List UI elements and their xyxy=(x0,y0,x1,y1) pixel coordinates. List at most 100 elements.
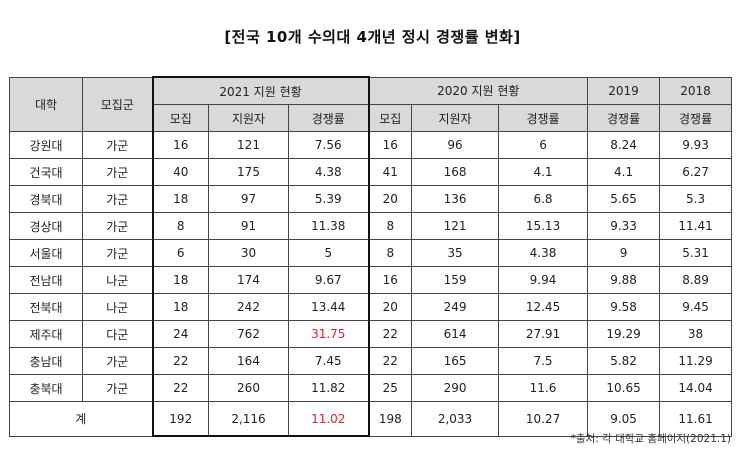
cell-2021-ratio: 11.82 xyxy=(287,374,370,402)
cell-university: 충북대 xyxy=(9,374,83,402)
header-2020: 2020 지원 현황 xyxy=(368,76,589,105)
cell-university: 강원대 xyxy=(9,131,83,159)
cell-university: 전남대 xyxy=(9,266,83,294)
cell-2021-quota: 8 xyxy=(151,212,209,240)
cell-2020-applicants: 136 xyxy=(411,185,500,213)
cell-2019-ratio: 8.24 xyxy=(587,131,661,159)
total-2020-applicants: 2,033 xyxy=(411,401,500,437)
cell-2020-ratio: 6 xyxy=(498,131,589,159)
cell-2018-ratio: 6.27 xyxy=(659,158,733,186)
header-2020-ratio: 경쟁률 xyxy=(498,104,589,132)
cell-university: 충남대 xyxy=(9,347,83,375)
cell-2021-ratio: 31.75 xyxy=(287,320,370,348)
source-note: *출처: 각 대학교 홈페이지(2021.1) xyxy=(570,433,731,445)
cell-2021-applicants: 242 xyxy=(208,293,289,321)
cell-2020-ratio: 6.8 xyxy=(498,185,589,213)
cell-2020-applicants: 249 xyxy=(411,293,500,321)
cell-2021-applicants: 121 xyxy=(208,131,289,159)
header-2018-ratio: 경쟁률 xyxy=(659,104,733,132)
table-row: 경상대 가군 8 91 11.38 8 121 15.13 9.33 11.41 xyxy=(9,212,733,240)
header-2021-quota: 모집 xyxy=(151,104,209,132)
header-group: 모집군 xyxy=(82,76,153,132)
cell-2020-applicants: 121 xyxy=(411,212,500,240)
total-2018-ratio: 11.61 xyxy=(659,401,733,437)
table-row: 서울대 가군 6 30 5 8 35 4.38 9 5.31 xyxy=(9,239,733,267)
cell-2020-ratio: 4.38 xyxy=(498,239,589,267)
cell-2018-ratio: 11.41 xyxy=(659,212,733,240)
header-2021-applicants: 지원자 xyxy=(208,104,289,132)
cell-2018-ratio: 5.31 xyxy=(659,239,733,267)
total-2020-ratio: 10.27 xyxy=(498,401,589,437)
cell-group: 가군 xyxy=(82,347,153,375)
table-row: 충남대 가군 22 164 7.45 22 165 7.5 5.82 11.29 xyxy=(9,347,733,375)
cell-2021-ratio: 13.44 xyxy=(287,293,370,321)
total-2021-ratio: 11.02 xyxy=(287,401,370,437)
cell-2019-ratio: 5.65 xyxy=(587,185,661,213)
cell-2021-applicants: 175 xyxy=(208,158,289,186)
header-row-1: 대학 모집군 2021 지원 현황 2020 지원 현황 2019 2018 xyxy=(9,76,733,132)
cell-2020-applicants: 35 xyxy=(411,239,500,267)
table-row: 전북대 나군 18 242 13.44 20 249 12.45 9.58 9.45 xyxy=(9,293,733,321)
cell-2020-ratio: 12.45 xyxy=(498,293,589,321)
cell-2018-ratio: 14.04 xyxy=(659,374,733,402)
header-2019: 2019 xyxy=(587,76,661,105)
cell-2021-quota: 24 xyxy=(151,320,209,348)
cell-2019-ratio: 9.33 xyxy=(587,212,661,240)
cell-group: 가군 xyxy=(82,374,153,402)
cell-2019-ratio: 5.82 xyxy=(587,347,661,375)
total-2021-applicants: 2,116 xyxy=(208,401,289,437)
cell-2019-ratio: 19.29 xyxy=(587,320,661,348)
cell-2018-ratio: 9.93 xyxy=(659,131,733,159)
cell-group: 가군 xyxy=(82,185,153,213)
total-2019-ratio: 9.05 xyxy=(587,401,661,437)
cell-2018-ratio: 11.29 xyxy=(659,347,733,375)
cell-group: 나군 xyxy=(82,293,153,321)
cell-2020-ratio: 9.94 xyxy=(498,266,589,294)
cell-2020-ratio: 27.91 xyxy=(498,320,589,348)
cell-2021-quota: 40 xyxy=(151,158,209,186)
cell-2020-applicants: 290 xyxy=(411,374,500,402)
cell-2021-applicants: 260 xyxy=(208,374,289,402)
cell-group: 가군 xyxy=(82,239,153,267)
cell-2021-quota: 6 xyxy=(151,239,209,267)
cell-2020-ratio: 7.5 xyxy=(498,347,589,375)
cell-2020-quota: 20 xyxy=(368,293,413,321)
cell-2020-quota: 8 xyxy=(368,212,413,240)
total-2020-quota: 198 xyxy=(368,401,413,437)
cell-2019-ratio: 4.1 xyxy=(587,158,661,186)
cell-2020-quota: 16 xyxy=(368,131,413,159)
cell-2020-applicants: 165 xyxy=(411,347,500,375)
header-2021-ratio: 경쟁률 xyxy=(287,104,370,132)
cell-2019-ratio: 9.58 xyxy=(587,293,661,321)
total-label: 계 xyxy=(9,401,153,437)
cell-2020-applicants: 96 xyxy=(411,131,500,159)
cell-2021-quota: 16 xyxy=(151,131,209,159)
cell-2018-ratio: 9.45 xyxy=(659,293,733,321)
cell-2021-ratio: 5 xyxy=(287,239,370,267)
header-2019-ratio: 경쟁률 xyxy=(587,104,661,132)
cell-2018-ratio: 8.89 xyxy=(659,266,733,294)
cell-2020-applicants: 614 xyxy=(411,320,500,348)
total-row: 계 192 2,116 11.02 198 2,033 10.27 9.05 11.61 xyxy=(9,401,733,437)
cell-group: 가군 xyxy=(82,212,153,240)
header-row-2: 모집 지원자 경쟁률 모집 지원자 경쟁률 경쟁률 경쟁률 xyxy=(10,104,733,132)
cell-university: 경상대 xyxy=(9,212,83,240)
table-row: 전남대 나군 18 174 9.67 16 159 9.94 9.88 8.89 xyxy=(9,266,733,294)
cell-2020-quota: 8 xyxy=(368,239,413,267)
table-row: 건국대 가군 40 175 4.38 41 168 4.1 4.1 6.27 xyxy=(9,158,733,186)
cell-2018-ratio: 38 xyxy=(659,320,733,348)
table-row: 경북대 가군 18 97 5.39 20 136 6.8 5.65 5.3 xyxy=(9,185,733,213)
cell-2020-quota: 22 xyxy=(368,347,413,375)
cell-2020-ratio: 4.1 xyxy=(498,158,589,186)
cell-2021-quota: 22 xyxy=(151,374,209,402)
cell-2021-applicants: 174 xyxy=(208,266,289,294)
cell-2021-ratio: 4.38 xyxy=(287,158,370,186)
cell-2021-ratio: 9.67 xyxy=(287,266,370,294)
cell-2020-applicants: 159 xyxy=(411,266,500,294)
cell-2021-ratio: 7.56 xyxy=(287,131,370,159)
cell-2020-quota: 20 xyxy=(368,185,413,213)
cell-2020-quota: 25 xyxy=(368,374,413,402)
competition-rate-table: 대학 모집군 2021 지원 현황 2020 지원 현황 2019 2018 모… xyxy=(9,76,733,437)
cell-2019-ratio: 9.88 xyxy=(587,266,661,294)
cell-2021-applicants: 91 xyxy=(208,212,289,240)
